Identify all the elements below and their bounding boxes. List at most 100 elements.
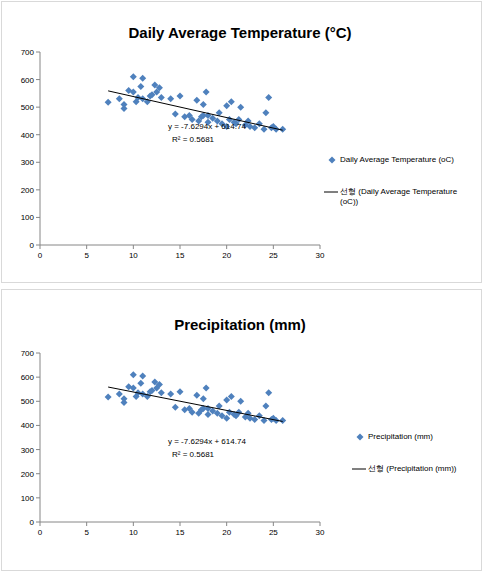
x-tick-label: 30: [316, 251, 325, 260]
y-tick-label: 500: [21, 397, 35, 406]
point: [265, 94, 272, 101]
point: [237, 398, 244, 405]
legend-symbol: [352, 432, 368, 442]
x-tick: [180, 522, 181, 526]
point: [121, 399, 128, 406]
x-tick-label: 0: [38, 528, 43, 537]
x-tick-label: 25: [269, 528, 278, 537]
x-tick-label: 20: [222, 251, 231, 260]
y-tick-label: 0: [30, 241, 35, 250]
x-tick: [320, 245, 321, 249]
point: [203, 385, 210, 392]
legend-symbol: [324, 187, 340, 197]
point: [130, 88, 137, 95]
point: [137, 380, 144, 387]
x-tick: [273, 245, 274, 249]
x-tick-label: 15: [176, 251, 185, 260]
y-tick: [36, 162, 40, 163]
point: [262, 403, 269, 410]
point: [105, 393, 112, 400]
legend-entry: 선형 (Precipitation (mm)): [352, 464, 483, 474]
plot-area: [105, 371, 287, 424]
y-tick: [36, 353, 40, 354]
point: [256, 120, 263, 127]
x-tick: [86, 522, 87, 526]
point: [200, 395, 207, 402]
y-tick-label: 400: [21, 131, 35, 140]
y-tick-label: 200: [21, 186, 35, 195]
y-tick-label: 100: [21, 213, 35, 222]
point: [177, 388, 184, 395]
legend-symbol: [324, 155, 340, 165]
plot-area: [105, 73, 287, 132]
point: [105, 99, 112, 106]
chart-frame: [2, 2, 482, 283]
y-tick: [36, 522, 40, 523]
point: [193, 97, 200, 104]
point: [156, 381, 163, 388]
trend-equation: y = -7.6294x + 614.74: [168, 122, 246, 131]
y-tick-label: 500: [21, 103, 35, 112]
point: [172, 111, 179, 118]
y-tick: [36, 449, 40, 450]
point: [156, 84, 163, 91]
y-tick: [36, 473, 40, 474]
y-axis: [40, 52, 41, 245]
point: [130, 385, 137, 392]
point: [167, 391, 174, 398]
x-tick-label: 30: [316, 528, 325, 537]
point: [193, 392, 200, 399]
y-tick: [36, 52, 40, 53]
legend-marker: [357, 434, 364, 441]
point: [137, 83, 144, 90]
point: [262, 109, 269, 116]
y-tick-label: 300: [21, 446, 35, 455]
legend-entry: Daily Average Temperature (oC): [324, 155, 468, 165]
point: [139, 75, 146, 82]
canvas: Daily Average Temperature (°C)0100200300…: [0, 0, 483, 572]
y-tick-label: 200: [21, 470, 35, 479]
point: [158, 94, 165, 101]
y-tick-label: 100: [21, 494, 35, 503]
legend-marker: [329, 157, 336, 164]
point: [200, 101, 207, 108]
legend: Daily Average Temperature (oC) 선형 (Daily …: [324, 155, 468, 229]
point: [223, 102, 230, 109]
x-tick-label: 5: [84, 528, 89, 537]
y-axis: [40, 353, 41, 522]
x-tick: [133, 245, 134, 249]
x-tick-label: 5: [84, 251, 89, 260]
y-tick-label: 600: [21, 373, 35, 382]
point: [251, 124, 258, 131]
trend-r2: R² = 0.5681: [172, 135, 215, 144]
point: [256, 412, 263, 419]
x-tick: [133, 522, 134, 526]
x-tick-label: 25: [269, 251, 278, 260]
point: [130, 371, 137, 378]
legend-line: [352, 469, 366, 470]
point: [228, 393, 235, 400]
legend-entry: 선형 (Daily Average Temperature (oC)): [324, 187, 468, 207]
point: [265, 389, 272, 396]
x-tick: [226, 522, 227, 526]
y-tick-label: 600: [21, 76, 35, 85]
chart-frame: [2, 290, 482, 571]
point: [203, 88, 210, 95]
legend-line: [324, 192, 338, 193]
legend-symbol: [352, 464, 368, 474]
y-tick-label: 700: [21, 349, 35, 358]
y-tick: [36, 401, 40, 402]
trendline: [108, 387, 283, 421]
x-tick-label: 0: [38, 251, 43, 260]
x-tick-label: 10: [129, 251, 138, 260]
legend-entry: Precipitation (mm): [352, 432, 483, 442]
legend-label: Precipitation (mm): [368, 432, 483, 442]
point: [167, 95, 174, 102]
y-tick-label: 0: [30, 518, 35, 527]
point: [130, 73, 137, 80]
y-tick: [36, 217, 40, 218]
x-tick: [320, 522, 321, 526]
point: [158, 389, 165, 396]
x-tick: [86, 245, 87, 249]
x-tick-label: 10: [129, 528, 138, 537]
